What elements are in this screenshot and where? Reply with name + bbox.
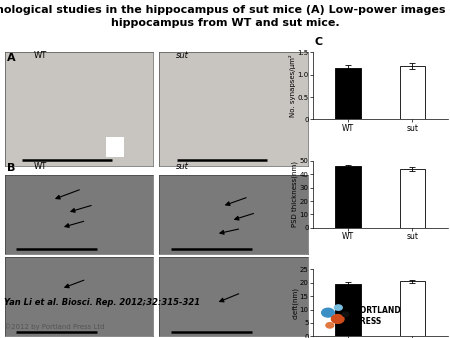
Text: A: A	[7, 53, 15, 63]
Text: Yan Li et al. Biosci. Rep. 2012;32:315-321: Yan Li et al. Biosci. Rep. 2012;32:315-3…	[4, 298, 201, 307]
Y-axis label: cleft(nm): cleft(nm)	[292, 287, 298, 319]
Circle shape	[334, 305, 342, 310]
Text: sut: sut	[176, 162, 189, 171]
Bar	[335, 284, 361, 336]
Y-axis label: No. synapses/μm²: No. synapses/μm²	[289, 54, 296, 117]
Y-axis label: PSD thickness(nm): PSD thickness(nm)	[292, 161, 298, 227]
Text: C: C	[315, 37, 323, 47]
Bar	[335, 68, 361, 119]
Text: Morphological studies in the hippocampus of sut mice (A) Low-power images of the: Morphological studies in the hippocampus…	[0, 5, 450, 28]
Bar	[400, 282, 425, 336]
Text: sut: sut	[176, 51, 189, 61]
Text: PRESS: PRESS	[354, 317, 382, 327]
Text: WT: WT	[34, 162, 47, 171]
Circle shape	[326, 322, 334, 328]
Bar	[400, 66, 425, 119]
Bar	[400, 169, 425, 228]
Bar	[335, 166, 361, 228]
Text: WT: WT	[34, 51, 47, 61]
Text: B: B	[7, 163, 15, 173]
Circle shape	[331, 315, 344, 323]
Circle shape	[342, 312, 349, 317]
Circle shape	[322, 308, 334, 317]
Bar	[106, 137, 124, 157]
Text: ©2012 by Portland Press Ltd: ©2012 by Portland Press Ltd	[4, 324, 105, 331]
Text: PORTLAND: PORTLAND	[354, 306, 401, 315]
